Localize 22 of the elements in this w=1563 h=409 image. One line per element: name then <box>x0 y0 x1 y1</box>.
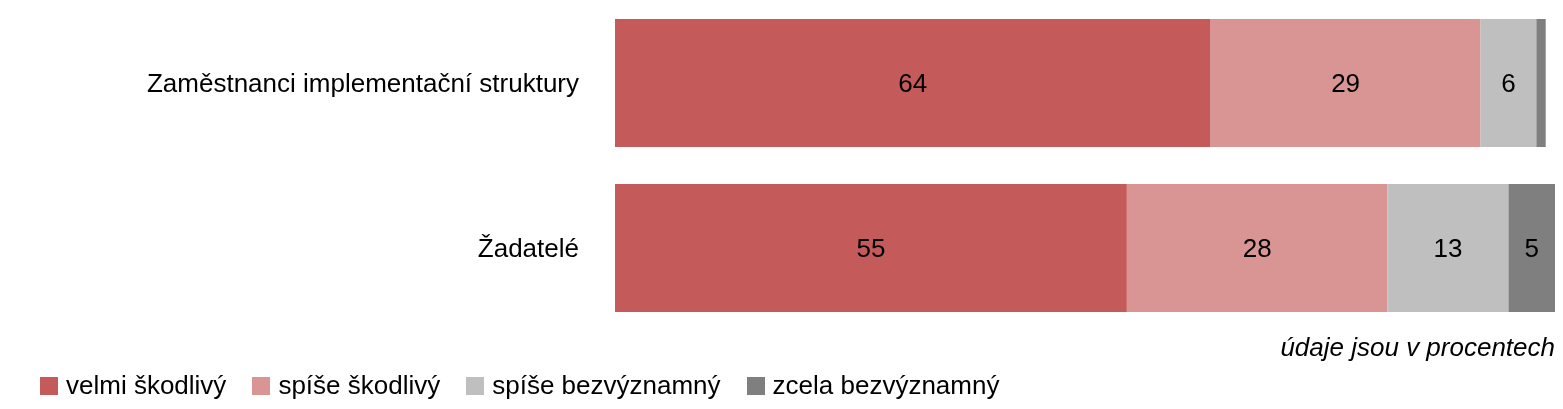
data-label: 13 <box>1433 233 1463 263</box>
text: údaje jsou v procentech <box>1280 332 1555 363</box>
data-label: 55 <box>856 233 886 263</box>
data-label: 5 <box>1524 233 1539 263</box>
bar <box>1508 184 1555 312</box>
bar <box>1126 184 1388 312</box>
legend-label: spíše škodlivý <box>278 370 441 401</box>
legend-label: spíše bezvýznamný <box>492 370 721 401</box>
bar <box>615 184 1127 312</box>
data-label: 28 <box>1242 233 1272 263</box>
data-label: 29 <box>1331 68 1361 98</box>
y-tick-label: Žadatelé <box>477 232 579 263</box>
bar <box>1210 19 1481 147</box>
data-label: 64 <box>898 68 928 98</box>
legend-label: zcela bezvýznamný <box>772 370 1000 401</box>
legend-label: velmi škodlivý <box>66 370 227 401</box>
bar <box>1536 19 1546 147</box>
bar <box>615 19 1211 147</box>
y-tick-label: Zaměstnanci implementační struktury <box>146 67 579 98</box>
bar <box>1480 19 1537 147</box>
bar <box>1387 184 1509 312</box>
data-label: 6 <box>1501 68 1516 98</box>
